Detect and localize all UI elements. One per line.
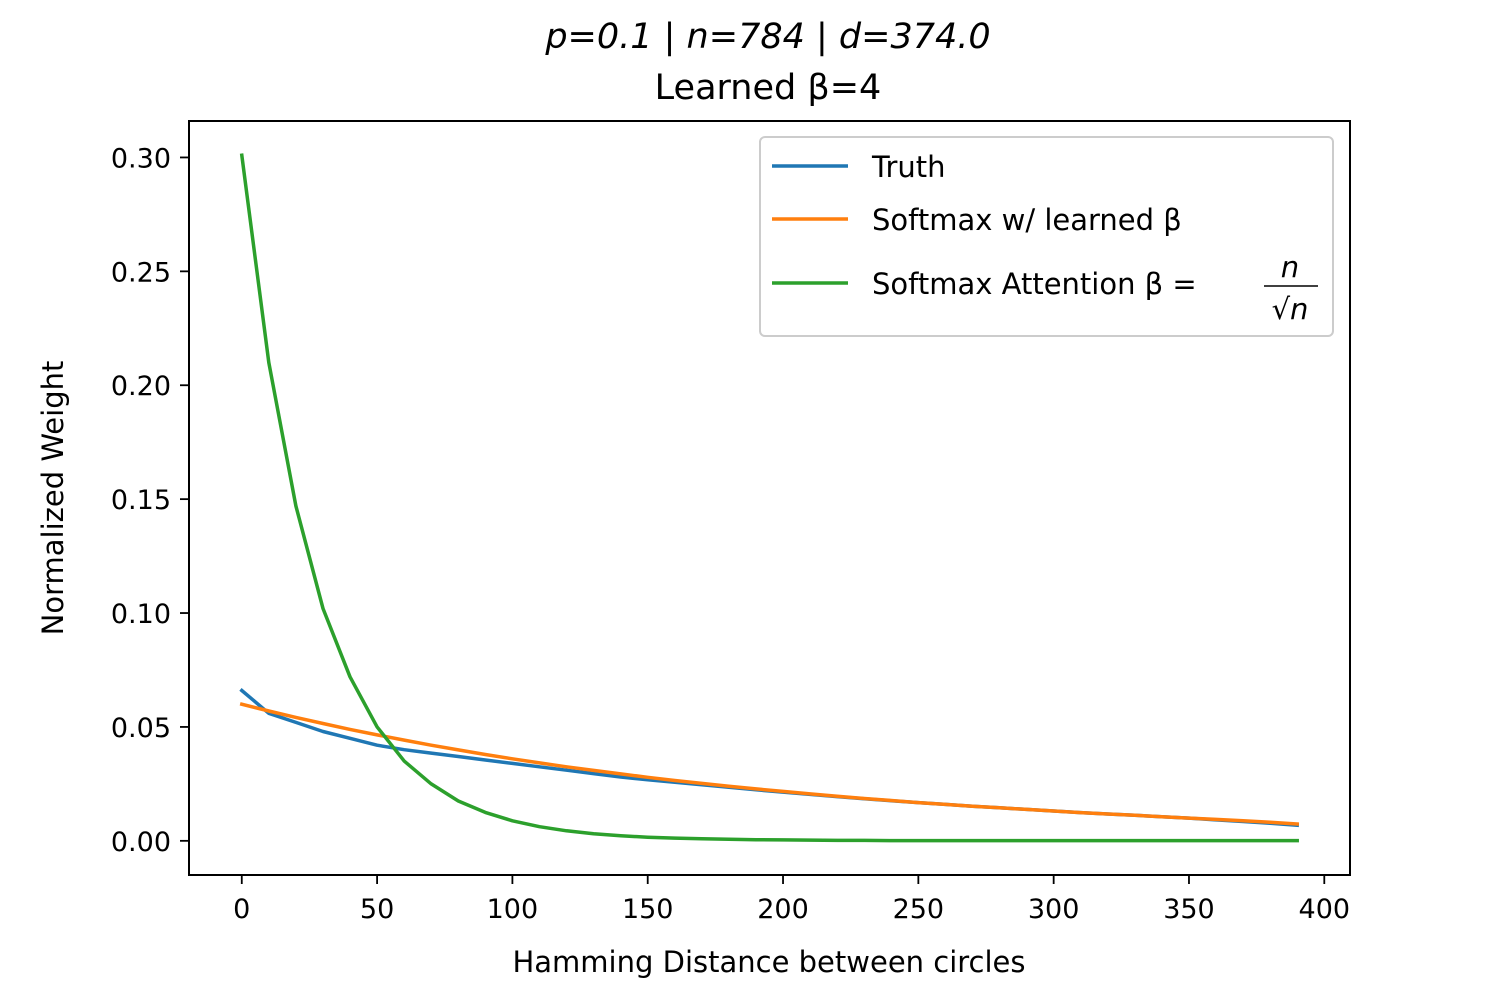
x-tick-label: 50 bbox=[360, 894, 394, 925]
x-tick-label: 250 bbox=[893, 894, 945, 925]
legend-label-softmax-attention: Softmax Attention β = bbox=[872, 267, 1197, 301]
x-tick-label: 0 bbox=[233, 894, 250, 925]
x-axis: 0 50 100 150 200 250 300 350 400 bbox=[233, 875, 1350, 925]
legend-label-truth: Truth bbox=[871, 150, 946, 184]
chart-title-line1: p=0.1 | n=784 | d=374.0 bbox=[544, 17, 990, 57]
x-tick-label: 150 bbox=[622, 894, 674, 925]
x-tick-label: 300 bbox=[1028, 894, 1080, 925]
plot-area-frame bbox=[188, 120, 1351, 876]
y-tick-label: 0.25 bbox=[111, 257, 171, 288]
y-tick-label: 0.30 bbox=[111, 143, 171, 174]
chart-title-line2: Learned β=4 bbox=[655, 68, 882, 108]
series-line-softmax-attention bbox=[239, 153, 1299, 843]
series-lines bbox=[239, 153, 1300, 843]
x-tick-label: 100 bbox=[487, 894, 539, 925]
y-tick-label: 0.15 bbox=[111, 485, 171, 516]
x-tick-label: 200 bbox=[757, 894, 809, 925]
legend: Truth Softmax w/ learned β Softmax Atten… bbox=[759, 136, 1334, 337]
y-axis-label: Normalized Weight bbox=[36, 361, 70, 636]
x-tick-label: 400 bbox=[1299, 894, 1351, 925]
legend-fraction-denominator: √n bbox=[1272, 292, 1309, 326]
y-tick-label: 0.00 bbox=[111, 827, 171, 858]
x-tick-label: 350 bbox=[1163, 894, 1215, 925]
y-tick-label: 0.20 bbox=[111, 371, 171, 402]
x-axis-label: Hamming Distance between circles bbox=[512, 945, 1025, 979]
legend-label-softmax-learned: Softmax w/ learned β bbox=[872, 203, 1182, 237]
legend-fraction-numerator: n bbox=[1281, 250, 1299, 284]
series-line-softmax-learned bbox=[239, 702, 1300, 826]
y-axis: 0.00 0.05 0.10 0.15 0.20 0.25 0.30 bbox=[111, 143, 189, 858]
y-tick-label: 0.05 bbox=[111, 713, 171, 744]
y-tick-label: 0.10 bbox=[111, 599, 171, 630]
legend-box bbox=[759, 136, 1334, 337]
